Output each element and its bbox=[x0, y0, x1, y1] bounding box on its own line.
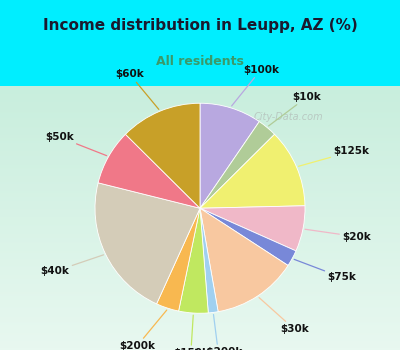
Wedge shape bbox=[156, 208, 200, 311]
Wedge shape bbox=[179, 208, 208, 313]
Wedge shape bbox=[200, 134, 305, 208]
Wedge shape bbox=[200, 208, 218, 313]
Wedge shape bbox=[98, 134, 200, 208]
Text: $20k: $20k bbox=[305, 229, 371, 241]
Text: > $200k: > $200k bbox=[194, 315, 242, 350]
Wedge shape bbox=[126, 103, 200, 208]
Text: $100k: $100k bbox=[232, 65, 279, 106]
Text: $150k: $150k bbox=[173, 315, 209, 350]
Text: $60k: $60k bbox=[116, 70, 159, 110]
Text: All residents: All residents bbox=[156, 55, 244, 68]
Text: $50k: $50k bbox=[45, 132, 107, 156]
Wedge shape bbox=[200, 121, 274, 208]
Wedge shape bbox=[200, 208, 296, 265]
Wedge shape bbox=[200, 206, 305, 251]
Text: $10k: $10k bbox=[268, 92, 322, 126]
Wedge shape bbox=[200, 208, 288, 312]
Wedge shape bbox=[200, 103, 259, 208]
Wedge shape bbox=[95, 183, 200, 304]
Text: $75k: $75k bbox=[294, 259, 356, 282]
Text: Income distribution in Leupp, AZ (%): Income distribution in Leupp, AZ (%) bbox=[43, 18, 357, 33]
Text: $40k: $40k bbox=[41, 255, 104, 276]
Text: $200k: $200k bbox=[119, 310, 167, 350]
Text: City-Data.com: City-Data.com bbox=[253, 112, 323, 122]
Text: $125k: $125k bbox=[298, 147, 369, 166]
Text: $30k: $30k bbox=[259, 298, 309, 334]
